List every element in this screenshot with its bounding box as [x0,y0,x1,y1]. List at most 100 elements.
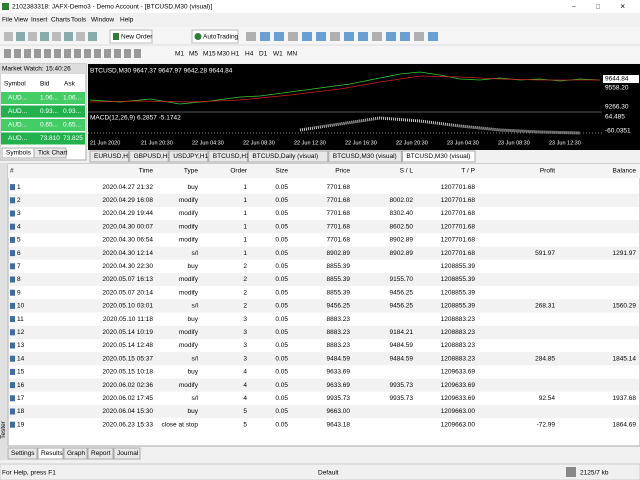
row-icon [10,329,15,336]
timeframe-button[interactable]: H4 [245,51,254,58]
menu-item[interactable]: Help [120,17,134,24]
chart-tab-label[interactable]: BTCUSD,M30 (visual) [406,153,470,160]
minimize-button[interactable]: – [572,4,576,11]
toolbar-icon [24,49,31,58]
tester-tab-label[interactable]: Report [91,450,111,457]
chart-tab-label[interactable]: EURUSD,H1 [94,153,132,160]
cell: 92.54 [539,395,556,402]
cell: 9643.18 [327,421,351,428]
tester-tab[interactable] [63,447,88,460]
cell: 1208883.23 [441,329,476,336]
menu-item[interactable]: View [14,17,28,24]
cell: 2020.06.02 02:36 [102,382,153,389]
cell: 1207701.68 [441,223,476,230]
cell: 1207701.68 [441,197,476,204]
cell: 3 [243,329,247,336]
price-label: 9644.84 [605,76,629,83]
cell: 8883.23 [327,329,351,336]
autotrading-label[interactable]: AutoTrading [203,34,239,41]
menu-item[interactable]: Insert [31,17,47,24]
cell: 9184.21 [390,329,414,336]
toolbar-icon [4,49,11,58]
time-label: 22 Jun 04:30 [192,140,224,146]
tester-tab-label[interactable]: Results [41,450,63,457]
cell: buy [188,184,199,191]
chart-tab-label[interactable]: BTCUSD,M30 (visual) [333,153,397,160]
tester-tab-label[interactable]: Journal [117,450,139,457]
row-icon [10,368,15,375]
chart-tab[interactable] [168,150,209,163]
cell: 1 [243,184,247,191]
cell: 1 [243,210,247,217]
autotrading-button[interactable] [191,29,239,44]
tester-tab[interactable] [87,447,114,460]
market-watch-tab-label[interactable]: Symbols [6,150,32,157]
cell: 9484.59 [390,355,414,362]
menu-item[interactable]: Tools [71,17,87,24]
tester-tab[interactable] [113,447,141,460]
row-icon [10,276,15,283]
cell: 5 [243,408,247,415]
price-label: 64.485 [605,114,625,121]
cell: 9 [17,289,21,296]
timeframe-button[interactable]: D1 [259,51,268,58]
cell: s/l [192,395,199,402]
timeframe-button[interactable]: M15 [203,51,216,58]
cell: 0.05 [275,329,288,336]
timeframe-button[interactable]: W1 [273,51,283,58]
row-bg [9,246,639,260]
timeframe-button[interactable]: M1 [175,51,184,58]
maximize-button[interactable]: □ [596,4,600,11]
cell: 0.05 [275,382,288,389]
row-icon [10,355,15,362]
menu-item[interactable]: File [2,17,13,24]
chart-tab-label[interactable]: BTCUSD,H1 [213,153,250,160]
cell: 7701.68 [327,184,351,191]
toolbar-icon [330,32,340,41]
row-icon [10,408,15,415]
chart-tab-label[interactable]: GBPUSD,H1 [134,153,172,160]
cell: 1209633.69 [441,382,476,389]
quote-bid: 1.06... [40,95,58,102]
new-order-label[interactable]: New Order [121,34,153,41]
column-header: # [10,168,14,175]
cell: 1 [243,250,247,257]
market-watch-column: Ask [64,81,76,88]
chart-tab-label[interactable]: USDJPY,H1 [173,153,208,160]
chart-tab[interactable] [401,150,476,163]
cell: 9935.73 [327,395,351,402]
tester-tab[interactable] [37,447,64,460]
chart-tab[interactable] [247,150,329,163]
menu-item[interactable]: Charts [51,17,71,24]
row-bg [9,193,639,207]
cell: 4 [243,395,247,402]
chart-tab[interactable] [89,150,130,163]
price-label: -60.0351 [605,128,631,135]
tester-tab-label[interactable]: Settings [11,450,35,457]
timeframe-button[interactable]: H1 [231,51,240,58]
chart-tab[interactable] [129,150,169,163]
market-watch-tab-label[interactable]: Tick Chart [38,150,68,157]
quote-bid: 0.65... [40,122,58,129]
timeframe-button[interactable]: MN [287,51,297,58]
tester-tab-label[interactable]: Graph [67,450,85,457]
chart-tab-label[interactable]: BTCUSD,Daily (visual) [252,153,318,160]
status-bar [0,463,640,480]
row-bg [9,352,639,366]
column-header: Time [139,168,154,175]
tester-tab[interactable] [7,447,38,460]
chart-tab[interactable] [328,150,402,163]
timeframe-button[interactable]: M5 [189,51,198,58]
new-order-button[interactable] [109,29,153,44]
row-icon [10,210,15,217]
toolbar-icon [74,49,81,58]
cell: 2 [243,289,247,296]
close-button[interactable]: ✕ [620,4,625,11]
market-watch-tab[interactable] [33,147,67,159]
column-header: Balance [613,168,637,175]
cell: 0.05 [275,421,288,428]
chart-tab[interactable] [208,150,248,163]
menu-item[interactable]: Window [91,17,114,24]
timeframe-button[interactable]: M30 [217,51,230,58]
cell: 8902.89 [327,250,351,257]
